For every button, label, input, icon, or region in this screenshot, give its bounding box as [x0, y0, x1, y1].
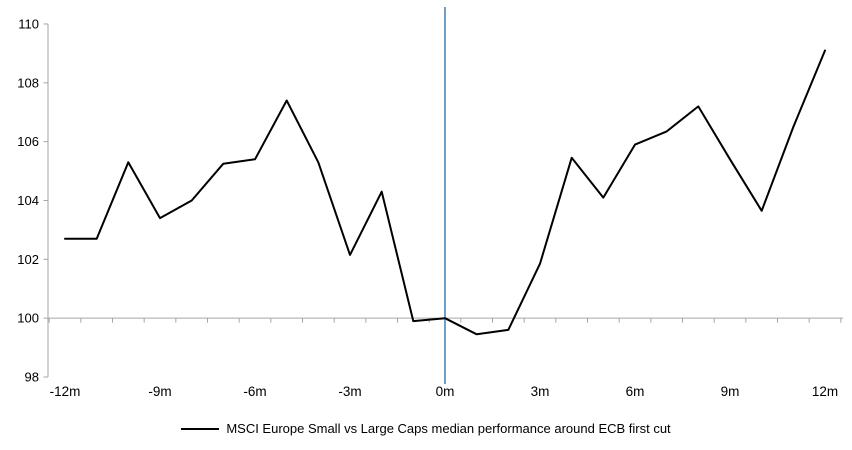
- y-tick-label: 108: [17, 75, 39, 90]
- legend-label: MSCI Europe Small vs Large Caps median p…: [226, 421, 671, 436]
- y-tick-label: 104: [17, 193, 39, 208]
- x-tick-label: 3m: [531, 384, 550, 399]
- x-tick-label: -12m: [50, 384, 81, 399]
- x-tick-label: -9m: [148, 384, 171, 399]
- x-tick-label: 9m: [721, 384, 740, 399]
- y-tick-label: 98: [25, 370, 39, 385]
- series-line: [64, 49, 826, 336]
- x-tick-label: -6m: [243, 384, 266, 399]
- y-tick-label: 106: [17, 134, 39, 149]
- x-tick-label: 12m: [812, 384, 838, 399]
- x-tick-label: -3m: [338, 384, 361, 399]
- x-tick-label: 6m: [626, 384, 645, 399]
- y-tick-label: 100: [17, 311, 39, 326]
- y-tick-label: 102: [17, 252, 39, 267]
- legend: MSCI Europe Small vs Large Caps median p…: [0, 421, 852, 436]
- x-tick-label: 0m: [436, 384, 455, 399]
- y-tick-label: 110: [18, 17, 39, 32]
- legend-line-swatch: [181, 427, 220, 430]
